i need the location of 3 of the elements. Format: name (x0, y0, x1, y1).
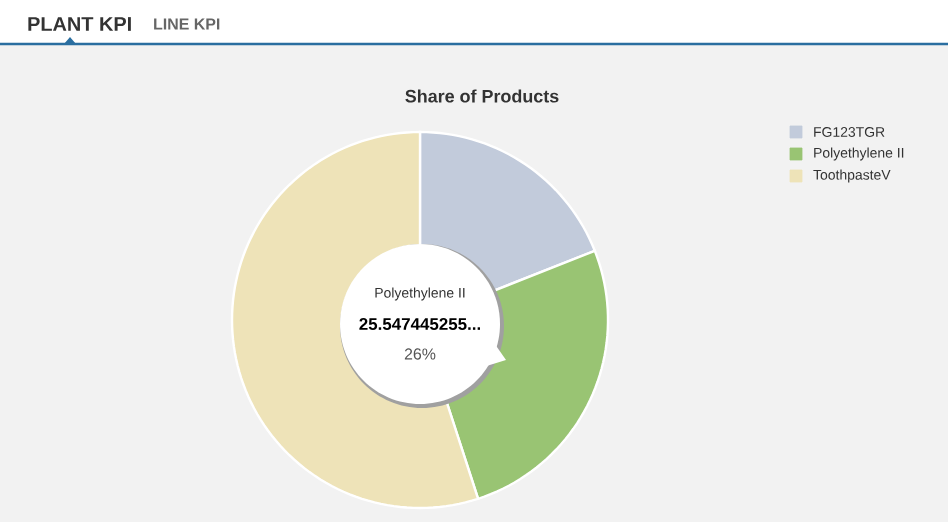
chart-title: Share of Products (405, 89, 559, 103)
text: 25.547445255... (359, 318, 481, 330)
text: PLANT KPI (28, 17, 131, 31)
